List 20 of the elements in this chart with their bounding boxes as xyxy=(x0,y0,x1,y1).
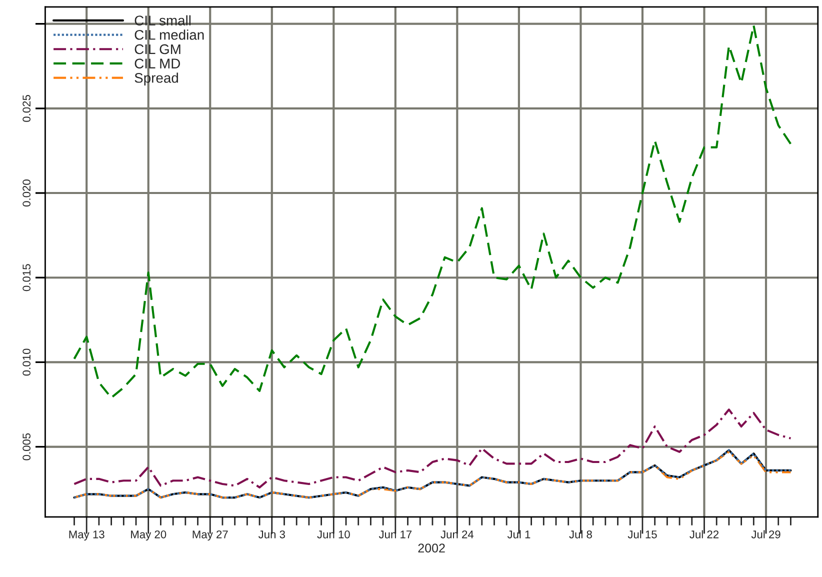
y-tick-label: 0.020 xyxy=(22,180,31,206)
x-tick-label: Jul 15 xyxy=(628,530,657,538)
x-tick-label: Jul 22 xyxy=(690,530,719,538)
x-tick-label: Jul 8 xyxy=(569,530,592,538)
x-tick-label: May 13 xyxy=(69,530,104,541)
y-tick-label: 0.010 xyxy=(22,348,31,376)
y-tick-label: 0.025 xyxy=(22,94,31,122)
x-tick-label: Jun 3 xyxy=(258,530,285,538)
line-series xyxy=(73,408,792,488)
line-series xyxy=(73,24,792,399)
x-tick-label: Jun 24 xyxy=(440,530,474,538)
x-tick-label: Jun 10 xyxy=(317,530,350,538)
x-tick-label: Jun 17 xyxy=(378,530,412,538)
x-tick-label: May 27 xyxy=(192,530,228,541)
x-axis-title: 2002 xyxy=(418,544,445,553)
x-tick-label: Jul 1 xyxy=(507,530,530,538)
x-tick-label: Jul 29 xyxy=(751,530,780,538)
y-tick-label: 0.005 xyxy=(22,433,31,460)
y-tick-label: 0.015 xyxy=(22,264,31,292)
x-tick-label: May 20 xyxy=(131,530,166,541)
